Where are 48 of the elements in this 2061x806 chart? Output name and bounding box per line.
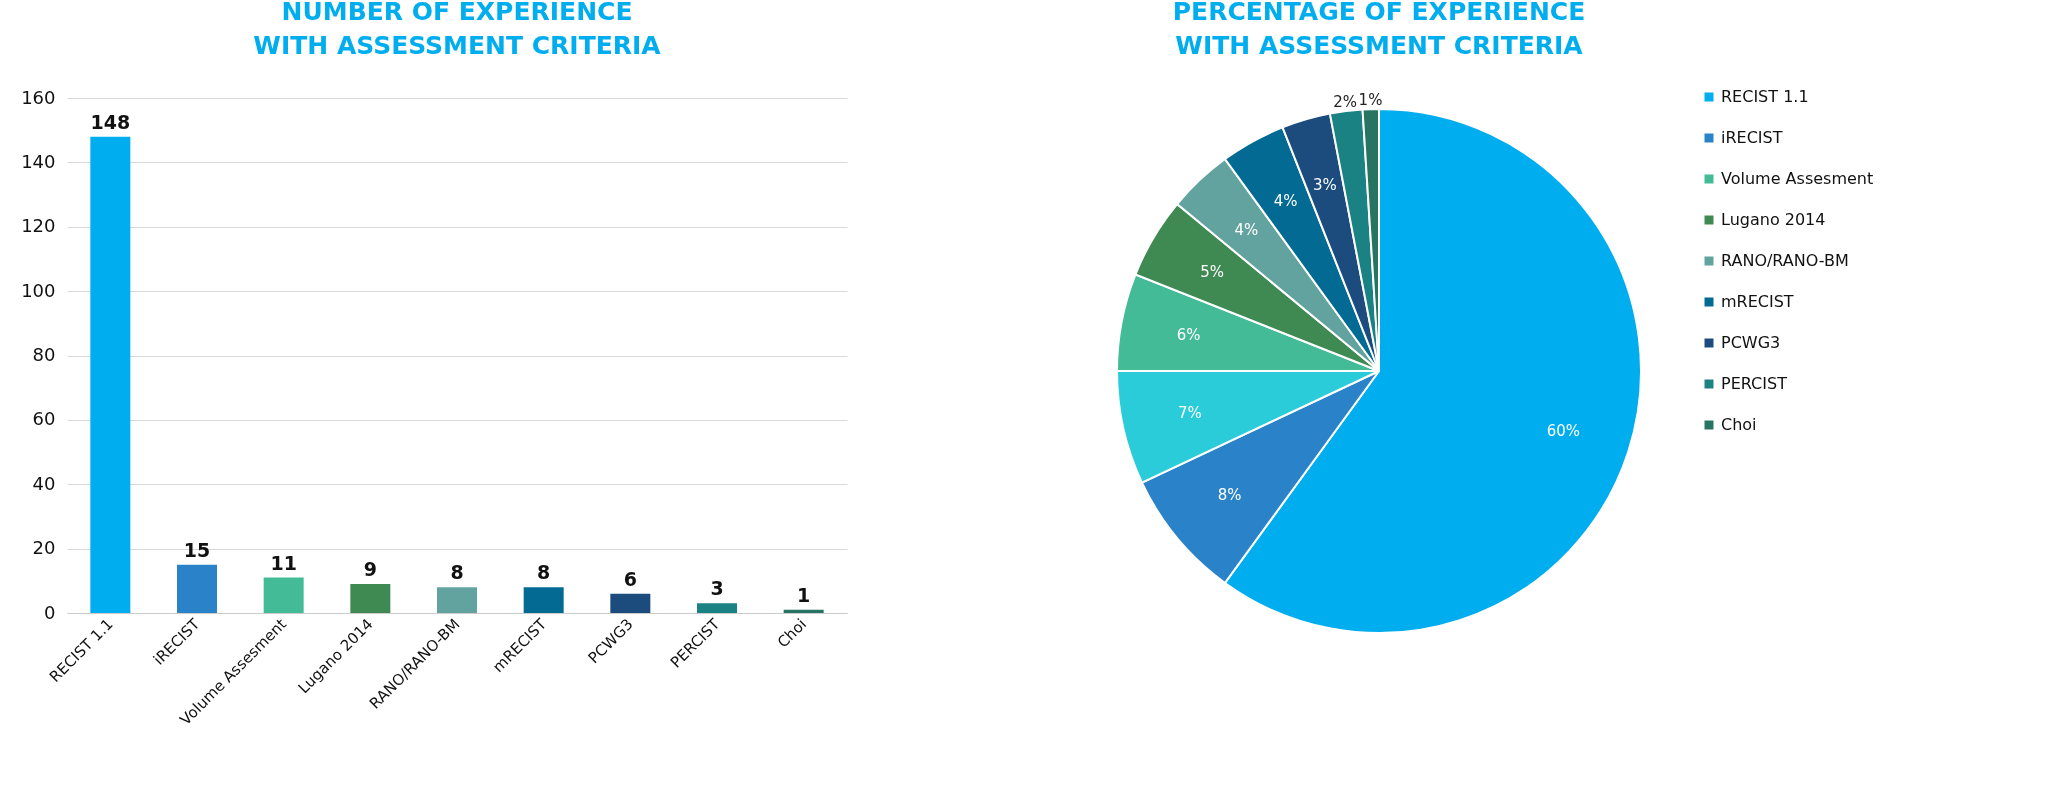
data-label: 11 — [270, 551, 297, 574]
y-tick-label: 60 — [32, 408, 56, 430]
chart-title: NUMBER OF EXPERIENCE WITH ASSESSMENT CRITERIA — [253, 0, 662, 60]
data-label: 6% — [1176, 325, 1201, 344]
data-label: 3% — [1313, 175, 1337, 194]
y-tick-label: 80 — [32, 344, 56, 365]
bar — [610, 593, 651, 613]
chart-title: PERCENTAGE OF EXPERIENCE WITH ASSESSMENT CRITERIA — [1172, 0, 1586, 60]
legend-label: iRECIST — [1721, 128, 1783, 147]
bar — [437, 587, 477, 613]
legend-label: Volume Assesment — [1721, 169, 1874, 188]
y-tick-label: 40 — [32, 472, 56, 494]
data-label: 15 — [183, 538, 211, 561]
data-label: 4% — [1273, 192, 1298, 211]
bar — [263, 577, 304, 613]
data-label: 148 — [90, 110, 131, 133]
data-label: 9 — [363, 558, 377, 581]
bar — [90, 136, 131, 613]
data-label: 4% — [1234, 220, 1259, 239]
data-label: 8% — [1217, 485, 1242, 504]
legend-label: Choi — [1721, 415, 1757, 434]
y-tick-label: 0 — [44, 601, 56, 623]
y-tick-label: 100 — [21, 279, 56, 301]
bar — [783, 609, 824, 613]
data-label: 8 — [450, 561, 464, 584]
legend-label: Lugano 2014 — [1721, 210, 1826, 229]
data-label: 1 — [797, 583, 811, 606]
data-label: 60% — [1546, 421, 1581, 440]
data-label: 5% — [1200, 263, 1225, 282]
bar — [177, 564, 217, 613]
legend-label: RANO/RANO-BM — [1721, 251, 1849, 270]
legend-label: PERCIST — [1721, 374, 1788, 393]
legend-label: PCWG3 — [1721, 333, 1781, 352]
bar — [523, 587, 564, 613]
data-label: 6 — [623, 567, 637, 590]
legend-label: mRECIST — [1721, 292, 1794, 311]
data-label: 1% — [1358, 91, 1383, 110]
data-label: 7% — [1177, 404, 1202, 423]
legend-label: RECIST 1.1 — [1721, 87, 1809, 106]
bar — [350, 584, 391, 613]
data-label: 3 — [710, 577, 724, 600]
y-tick-label: 20 — [32, 537, 56, 559]
data-label: 2% — [1333, 93, 1357, 112]
y-tick-label: 140 — [21, 150, 56, 172]
data-label: 8 — [537, 561, 551, 584]
y-tick-label: 160 — [21, 86, 56, 108]
y-tick-label: 120 — [21, 215, 56, 237]
bar — [697, 603, 737, 613]
